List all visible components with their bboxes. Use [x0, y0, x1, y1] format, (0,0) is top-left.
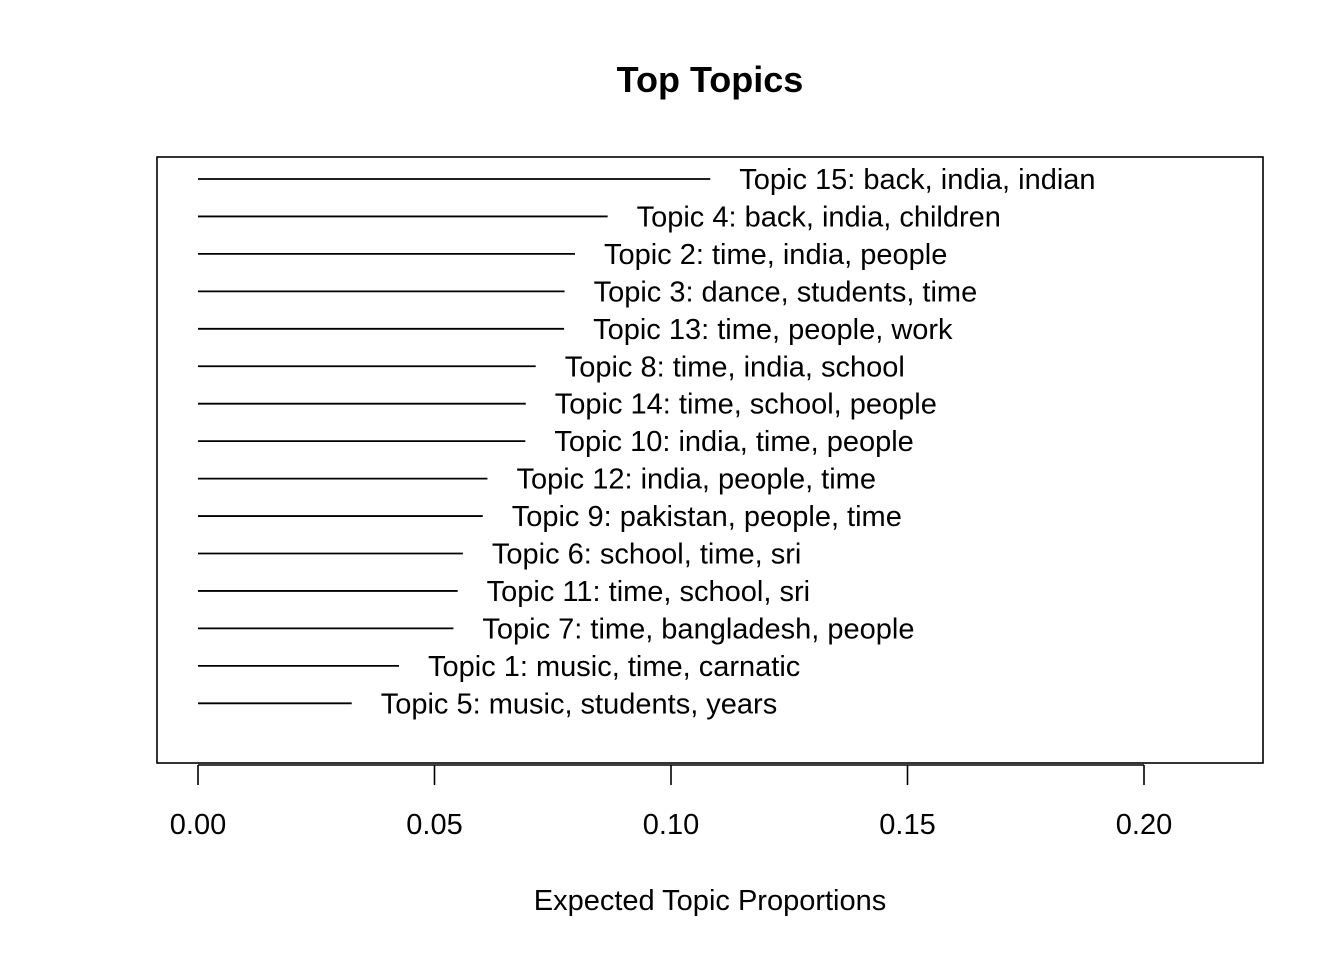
- x-tick-label: 0.20: [1116, 809, 1172, 841]
- bar-group: [198, 178, 711, 705]
- bar-label: Topic 6: school, time, sri: [492, 539, 801, 571]
- bar-label: Topic 12: india, people, time: [516, 464, 876, 496]
- bar-label: Topic 14: time, school, people: [555, 389, 937, 421]
- x-axis-ticks: 0.00 0.05 0.10 0.15 0.20: [170, 765, 1172, 841]
- bar-label: Topic 9: pakistan, people, time: [512, 501, 902, 533]
- bar-label: Topic 7: time, bangladesh, people: [482, 613, 914, 645]
- bar-label: Topic 13: time, people, work: [593, 314, 953, 346]
- bar-label: Topic 4: back, india, children: [637, 201, 1001, 233]
- bar-label: Topic 15: back, india, indian: [739, 164, 1095, 196]
- chart-title: Top Topics: [617, 59, 804, 100]
- x-axis-label: Expected Topic Proportions: [534, 885, 887, 917]
- plot-frame: [156, 156, 1264, 764]
- x-tick-label: 0.05: [406, 809, 462, 841]
- bar-label: Topic 8: time, india, school: [565, 351, 905, 383]
- x-tick-label: 0.10: [643, 809, 699, 841]
- x-tick-label: 0.15: [879, 809, 935, 841]
- bar-label: Topic 10: india, time, people: [554, 426, 914, 458]
- bar-label: Topic 3: dance, students, time: [594, 276, 978, 308]
- x-tick-label: 0.00: [170, 809, 226, 841]
- bar-label: Topic 2: time, india, people: [604, 239, 947, 271]
- category-label-group: Topic 15: back, india, indian Topic 4: ba…: [381, 164, 1096, 720]
- bar-label: Topic 1: music, time, carnatic: [428, 651, 800, 683]
- bar-label: Topic 5: music, students, years: [381, 688, 777, 720]
- bar-label: Topic 11: time, school, sri: [487, 576, 810, 608]
